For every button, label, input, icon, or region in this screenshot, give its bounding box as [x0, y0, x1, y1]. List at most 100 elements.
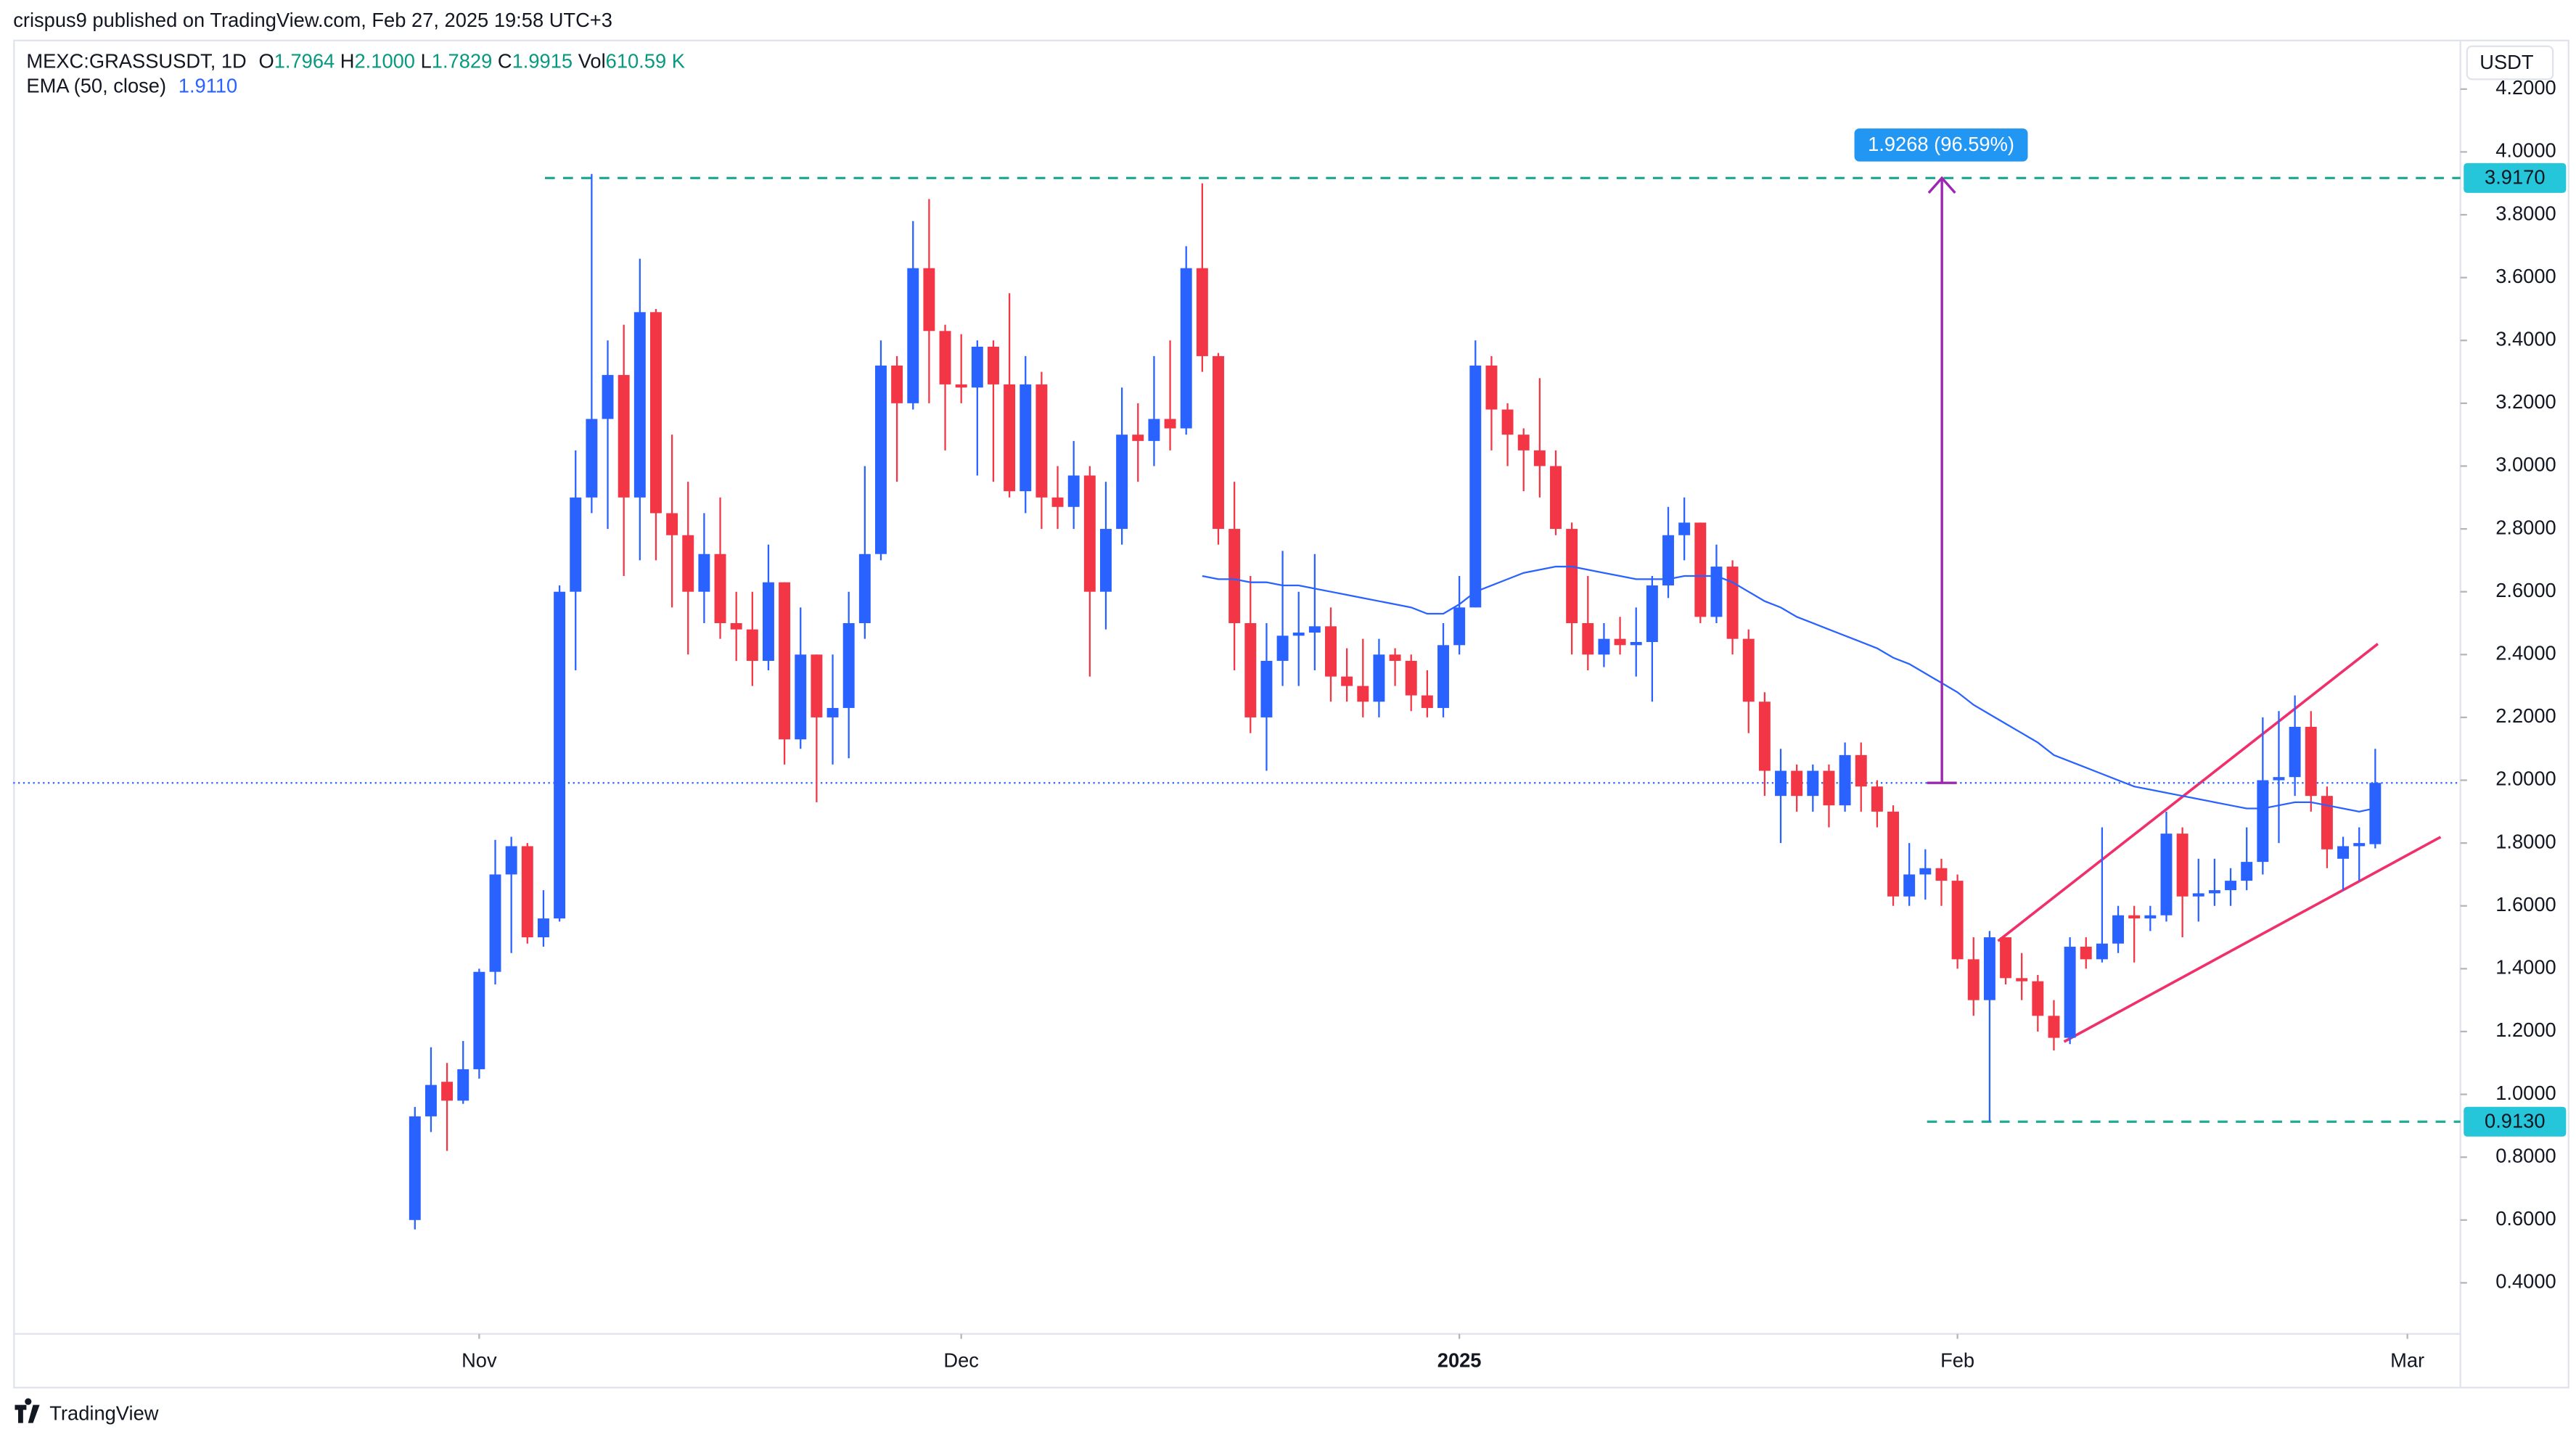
ohlc-key: O — [258, 50, 274, 73]
level-marker — [2464, 1106, 2567, 1137]
candle-body — [875, 365, 887, 554]
candle-body — [1775, 770, 1787, 797]
candle-body — [521, 846, 533, 938]
candle-body — [424, 1085, 437, 1116]
candle-body — [2257, 780, 2269, 863]
ema-line — [1202, 565, 2376, 812]
candle-body — [988, 346, 999, 384]
candle-body — [1614, 638, 1626, 646]
candle-body — [586, 419, 598, 498]
ohlc-key: Vol — [578, 50, 606, 73]
candle-body — [858, 554, 871, 624]
candle-body — [2032, 981, 2044, 1016]
ohlc-value: 2.1000 — [355, 50, 416, 73]
candle-body — [2016, 978, 2028, 982]
candle-body — [1533, 450, 1546, 466]
candle-body — [1871, 786, 1883, 812]
candle-body — [537, 918, 549, 938]
candle-body — [1823, 770, 1835, 806]
measure-arrowhead — [1927, 176, 1956, 194]
candle-body — [1807, 770, 1819, 797]
candle-body — [2353, 843, 2366, 847]
candle-body — [1196, 268, 1208, 356]
candle-body — [714, 554, 726, 624]
candle-body — [1180, 268, 1192, 429]
candle-body — [2048, 1016, 2060, 1038]
x-tick-label: 2025 — [1437, 1349, 1482, 1372]
candle-body — [473, 971, 485, 1069]
candle-body — [2337, 846, 2350, 859]
currency-box[interactable] — [2466, 45, 2554, 81]
candle-body — [2144, 915, 2157, 919]
candle-body — [1051, 497, 1064, 507]
candle-body — [923, 268, 935, 332]
logo-mark — [15, 1398, 40, 1423]
candle-body — [1646, 585, 1658, 642]
ohlc-key: H — [340, 50, 355, 73]
y-tick-label: 1.4000 — [2495, 956, 2556, 979]
y-tick-label: 0.8000 — [2495, 1144, 2556, 1166]
candle-body — [1421, 695, 1433, 708]
candle-body — [2225, 881, 2237, 891]
level-label: 0.9130 — [2485, 1110, 2546, 1132]
candle-body — [441, 1082, 454, 1101]
candle-body — [1035, 384, 1048, 498]
candle-body — [746, 629, 758, 661]
candle-body — [1742, 638, 1755, 702]
candle-body — [1004, 384, 1016, 492]
candle-body — [457, 1069, 469, 1101]
y-tick-label: 2.8000 — [2495, 516, 2556, 538]
candle-body — [1164, 419, 1176, 429]
candle-body — [1100, 529, 1112, 592]
candle-body — [1308, 626, 1321, 633]
candle-body — [1325, 626, 1337, 677]
x-tick-label: Dec — [943, 1349, 979, 1372]
candle-body — [811, 654, 823, 717]
candle-body — [1276, 635, 1289, 661]
candle-body — [1967, 959, 1980, 1000]
candle-body — [409, 1116, 421, 1220]
candle-body — [2208, 890, 2220, 894]
y-tick-label: 3.0000 — [2495, 453, 2556, 476]
candle-body — [1710, 567, 1723, 617]
candle-body — [1453, 607, 1466, 646]
candle-body — [505, 846, 517, 875]
y-tick-label: 4.2000 — [2495, 76, 2556, 99]
candle-body — [1437, 645, 1449, 708]
candle-body — [2192, 893, 2204, 897]
symbol: MEXC:GRASSUSDT, 1D — [26, 50, 246, 73]
y-tick-label: 1.2000 — [2495, 1019, 2556, 1041]
candle-body — [698, 554, 710, 592]
plot-area: 4.2000 4.0000 3.8000 3.6000 3.4000 3.2000 3.00… — [13, 76, 2567, 1372]
y-tick-label: 2.0000 — [2495, 768, 2556, 790]
candle-body — [1951, 881, 1964, 960]
candle-body — [1550, 466, 1562, 530]
candle-body — [939, 331, 951, 384]
candle-body — [2128, 915, 2141, 919]
y-tick-label: 2.6000 — [2495, 579, 2556, 601]
level-marker — [2464, 162, 2567, 193]
candle-body — [891, 365, 903, 403]
y-tick-label: 1.8000 — [2495, 830, 2556, 852]
candle-body — [1213, 355, 1224, 530]
candle-body — [1469, 365, 1482, 608]
candle-body — [2241, 862, 2253, 881]
candle-body — [1983, 937, 1995, 1000]
candle-body — [602, 374, 614, 419]
level-label: 3.9170 — [2485, 166, 2546, 189]
candle-body — [1292, 632, 1305, 636]
candle-body — [1726, 567, 1739, 639]
candle-body — [795, 654, 807, 740]
candle-body — [1566, 529, 1578, 624]
candle-body — [1678, 522, 1691, 535]
candle-body — [907, 268, 919, 403]
candle-body — [2289, 726, 2301, 778]
x-tick-label: Nov — [462, 1349, 497, 1372]
candle-body — [1020, 384, 1032, 492]
legend-line: MEXC:GRASSUSDT, 1D O1.7964 H2.1000 L1.78… — [26, 50, 685, 73]
candle-body — [955, 384, 967, 388]
ohlc-value: 1.7964 — [274, 50, 335, 73]
